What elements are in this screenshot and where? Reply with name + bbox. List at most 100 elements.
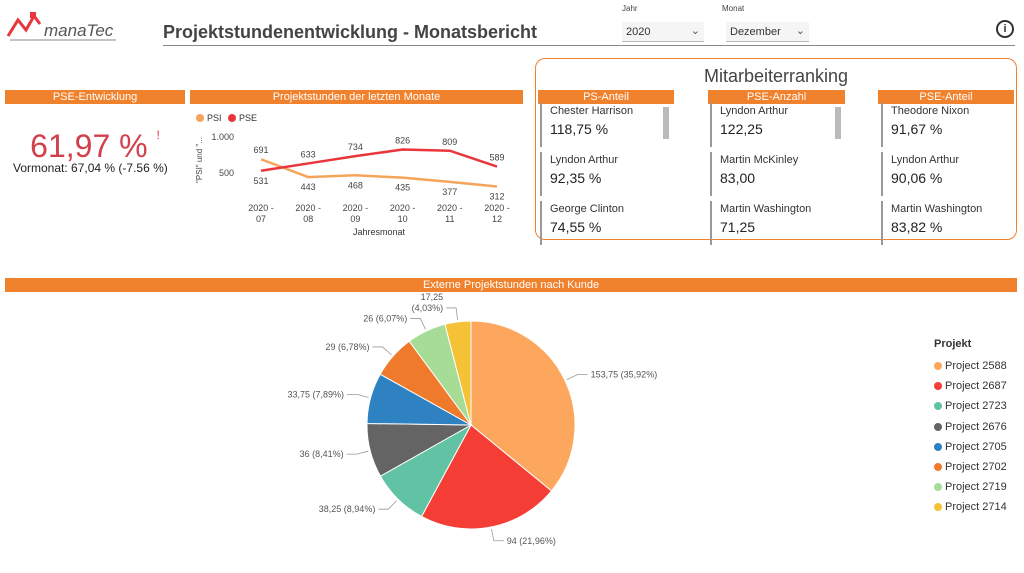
pie-data-label: (4,03%)	[412, 303, 444, 313]
pie-data-label: 38,25 (8,94%)	[319, 504, 376, 514]
ranking-card[interactable]: George Clinton 74,55 %	[540, 201, 668, 245]
pie-leader-line	[446, 307, 459, 320]
pie-leader-line	[347, 393, 369, 398]
employee-name: Martin Washington	[891, 203, 983, 215]
legend-item[interactable]: Project 2719	[934, 477, 1007, 497]
pie-leader-line	[566, 374, 588, 380]
pie-chart: 153,75 (35,92%) 94 (21,96%) 38,25 (8,94%) 3…	[287, 292, 658, 546]
ranking-list-ps-anteil[interactable]: Chester Harrison 118,75 % Lyndon Arthur 92…	[540, 103, 675, 245]
x-tick-label: 2020 -	[248, 203, 274, 213]
legend-marker	[934, 503, 942, 512]
ranking-card[interactable]: Lyndon Arthur 92,35 %	[540, 152, 668, 196]
ranking-card[interactable]: Lyndon Arthur 122,25	[710, 103, 838, 147]
month-slicer[interactable]: Dezember ⌄	[726, 22, 809, 42]
employee-value: 74,55 %	[550, 219, 602, 235]
pie-leader-line	[378, 500, 398, 510]
pie-data-label: 29 (6,78%)	[325, 342, 369, 352]
pie-data-label: 153,75 (35,92%)	[591, 369, 658, 379]
legend-item[interactable]: Project 2723	[934, 396, 1007, 416]
employee-name: Theodore Nixon	[891, 105, 970, 117]
data-label-pse: 633	[301, 149, 316, 159]
pie-leader-line	[346, 450, 369, 455]
data-label-psi: 468	[348, 180, 363, 190]
x-tick-label: 10	[398, 214, 408, 224]
pie-data-label: 36 (8,41%)	[300, 449, 344, 459]
legend-item[interactable]: Project 2588	[934, 356, 1007, 376]
employee-value: 118,75 %	[550, 121, 609, 137]
x-axis-label: Jahresmonat	[353, 227, 406, 237]
data-label-pse: 589	[489, 153, 504, 163]
series-line-psi	[260, 158, 498, 188]
legend-item[interactable]: Project 2705	[934, 437, 1007, 457]
ranking-list-pse-anzahl[interactable]: Lyndon Arthur 122,25 Martin McKinley 83,00…	[710, 103, 845, 245]
pie-leader-line	[491, 528, 504, 542]
kpi-section-bar: PSE-Entwicklung	[5, 90, 185, 104]
y-tick-label: 1.000	[211, 132, 234, 142]
legend-label: Project 2687	[945, 380, 1007, 393]
pie-leader-line	[372, 346, 392, 356]
x-tick-label: 09	[350, 214, 360, 224]
ranking-list-pse-anteil[interactable]: Theodore Nixon 91,67 % Lyndon Arthur 90,06…	[881, 103, 1016, 245]
legend-item[interactable]: Project 2676	[934, 417, 1007, 437]
kpi-value: 61,97 % !	[30, 128, 160, 164]
ranking-card[interactable]: Martin Washington 83,82 %	[881, 201, 1009, 245]
x-tick-label: 2020 -	[295, 203, 321, 213]
legend-marker	[934, 382, 942, 391]
employee-value: 71,25	[720, 219, 756, 235]
legend-label: Project 2714	[945, 501, 1007, 514]
ranking-card[interactable]: Theodore Nixon 91,67 %	[881, 103, 1009, 147]
data-label-pse: 531	[253, 176, 268, 186]
ranking-card[interactable]: Martin Washington 71,25	[710, 201, 838, 245]
legend-marker	[934, 442, 942, 451]
pie-slice-project-2714	[444, 320, 472, 426]
pse-kpi-card: 61,97 % !	[5, 128, 185, 165]
ranking-header-pse-anteil: PSE-Anteil	[878, 90, 1014, 104]
pie-data-label: 17,25	[421, 292, 444, 302]
legend-item[interactable]: Project 2702	[934, 457, 1007, 477]
x-tick-label: 08	[303, 214, 313, 224]
page-title: Projektstundenentwicklung - Monatsberich…	[163, 22, 538, 42]
data-label-pse: 809	[442, 137, 457, 147]
ranking-header-pse-anzahl: PSE-Anzahl	[708, 90, 845, 104]
data-label-pse: 734	[348, 142, 363, 152]
data-label-psi: 312	[489, 192, 504, 202]
employee-value: 92,35 %	[550, 170, 602, 186]
company-logo: manaTec	[6, 10, 122, 44]
pie-leader-line	[410, 318, 426, 330]
legend-marker	[934, 362, 942, 371]
scrollbar-thumb[interactable]	[663, 107, 669, 139]
legend-item[interactable]: Project 2687	[934, 376, 1007, 396]
pie-data-label: 94 (21,96%)	[507, 536, 556, 546]
line-section-bar: Projektstunden der letzten Monate	[190, 90, 523, 104]
legend-item[interactable]: Project 2714	[934, 497, 1007, 517]
ranking-panel	[535, 58, 1017, 240]
pie-slice-project-2687	[420, 424, 553, 530]
y-axis-label: "PSI" und "...	[195, 137, 204, 183]
x-tick-label: 2020 -	[390, 203, 416, 213]
x-tick-label: 2020 -	[437, 203, 463, 213]
legend-marker	[934, 483, 942, 492]
pie-slice-project-2588	[470, 320, 576, 492]
employee-name: Martin McKinley	[720, 154, 799, 166]
scrollbar-thumb[interactable]	[835, 107, 841, 139]
legend-label-pse: PSE	[239, 113, 257, 123]
ranking-card[interactable]: Martin McKinley 83,00	[710, 152, 838, 196]
pie-data-label: 33,75 (7,89%)	[287, 389, 344, 399]
x-tick-label: 07	[256, 214, 266, 224]
kpi-previous-month: Vormonat: 67,04 % (-7.56 %)	[13, 161, 168, 175]
legend-marker	[934, 463, 942, 472]
ranking-card[interactable]: Lyndon Arthur 90,06 %	[881, 152, 1009, 196]
info-icon[interactable]: i	[996, 20, 1014, 38]
x-tick-label: 2020 -	[484, 203, 510, 213]
legend-label: Project 2705	[945, 440, 1007, 453]
ranking-card[interactable]: Chester Harrison 118,75 %	[540, 103, 668, 147]
employee-name: George Clinton	[550, 203, 624, 215]
manatec-logo-graphic: manaTec	[6, 12, 116, 41]
legend-label: Project 2723	[945, 400, 1007, 413]
year-slicer[interactable]: 2020 ⌄	[622, 22, 704, 42]
title-divider	[163, 45, 1015, 46]
pie-data-label: 26 (6,07%)	[363, 313, 407, 323]
employee-value: 91,67 %	[891, 121, 943, 137]
y-tick-label: 500	[219, 168, 234, 178]
data-label-pse: 826	[395, 136, 410, 146]
